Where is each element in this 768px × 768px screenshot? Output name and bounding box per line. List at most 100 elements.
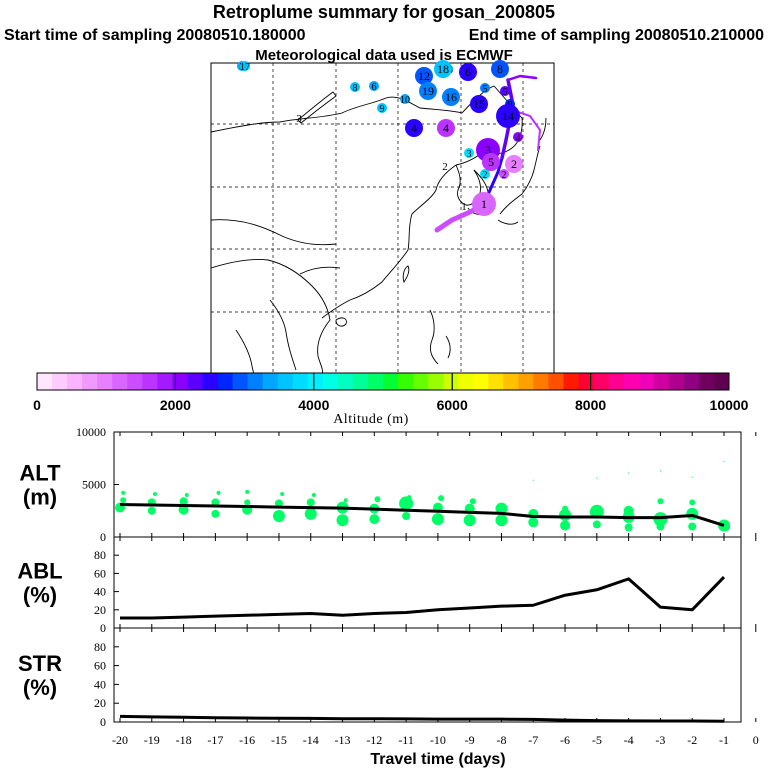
y-tick-label: 0 xyxy=(100,715,106,729)
y-axis-label: (%) xyxy=(23,675,57,700)
plume-markers: 1222334445556678899101213141516171819 xyxy=(237,60,523,216)
altitude-point xyxy=(495,514,508,527)
colorbar-title: Altitude (m) xyxy=(333,412,409,427)
colorbar-swatch xyxy=(37,373,53,390)
x-tick-label: -2 xyxy=(687,733,697,747)
colorbar-swatch xyxy=(638,373,655,390)
plume-marker-label: 5 xyxy=(503,87,508,98)
colorbar-swatch xyxy=(473,373,489,390)
colorbar-swatch xyxy=(713,373,730,390)
contour-label: 3 xyxy=(296,113,302,125)
colorbar-swatch xyxy=(518,373,534,390)
x-tick-label: -15 xyxy=(271,733,287,747)
plume-marker-label: 5 xyxy=(483,84,488,95)
altitude-point xyxy=(688,522,697,531)
altitude-point xyxy=(211,509,220,518)
altitude-point xyxy=(407,495,412,500)
colorbar-swatch xyxy=(217,373,234,390)
altitude-point xyxy=(723,460,725,462)
colorbar-swatch xyxy=(398,373,414,390)
altitude-point xyxy=(469,498,476,505)
altitude-point xyxy=(659,470,662,472)
plume-marker xyxy=(480,83,490,93)
panel-frame xyxy=(113,536,742,629)
plume-marker xyxy=(505,155,523,173)
x-tick-label: -3 xyxy=(655,733,665,747)
x-tick-label: -8 xyxy=(496,733,506,747)
y-tick-label: 60 xyxy=(94,659,106,673)
altitude-point xyxy=(184,493,189,497)
x-tick-label: -1 xyxy=(719,733,729,747)
altitude-point xyxy=(152,491,157,496)
colorbar-swatch xyxy=(67,373,83,390)
altitude-point xyxy=(438,495,445,502)
abl-line xyxy=(120,575,726,620)
colorbar-swatch xyxy=(307,373,324,390)
altitude-point xyxy=(244,499,251,506)
colorbar-swatch xyxy=(172,373,188,390)
colorbar-tick-label: 2000 xyxy=(160,397,191,413)
x-tick-label: -10 xyxy=(430,733,446,747)
plume-marker-label: 18 xyxy=(437,62,449,76)
y-tick-label: 80 xyxy=(94,548,106,562)
colorbar-swatch xyxy=(608,373,625,390)
plume-marker-label: 10 xyxy=(400,95,410,106)
colorbar-swatch xyxy=(623,373,640,390)
altitude-point xyxy=(689,499,696,506)
colorbar-swatch xyxy=(127,373,143,390)
plume-marker-label: 6 xyxy=(465,65,471,79)
altitude-point xyxy=(274,499,283,508)
y-tick-label: 20 xyxy=(94,603,106,617)
colorbar-swatch xyxy=(202,373,219,390)
colorbar-swatch xyxy=(548,373,565,390)
x-tick-label: -18 xyxy=(176,733,192,747)
colorbar-swatch xyxy=(277,373,294,390)
altitude-point xyxy=(399,496,414,511)
x-tick-label: -19 xyxy=(144,733,160,747)
altitude-point xyxy=(121,490,126,495)
colorbar-frame xyxy=(36,372,730,391)
altitude-point xyxy=(304,507,317,520)
plume-marker xyxy=(472,192,496,216)
plume-marker-label: 3 xyxy=(485,143,491,157)
colorbar-swatch xyxy=(563,373,580,390)
y-tick-label: 0 xyxy=(100,530,106,544)
altitude-point xyxy=(374,496,381,503)
plume-marker-label: 16 xyxy=(445,90,457,104)
colorbar-swatch xyxy=(503,373,519,390)
altitude-point xyxy=(691,476,693,478)
colorbar-swatch xyxy=(112,373,128,390)
altitude-point xyxy=(623,505,634,516)
colorbar-swatch xyxy=(683,373,700,390)
plume-marker xyxy=(377,103,387,113)
plume-marker xyxy=(400,94,410,104)
altitude-point xyxy=(528,517,539,528)
plume-marker xyxy=(350,82,360,92)
x-tick-label: -11 xyxy=(398,733,414,747)
plume-marker xyxy=(482,153,500,171)
plume-marker xyxy=(464,148,474,158)
colorbar-swatch xyxy=(367,373,384,390)
plume-marker xyxy=(419,82,437,100)
colorbar-swatch xyxy=(698,373,715,390)
plume-marker-label: 1 xyxy=(481,197,487,211)
x-axis-label: Travel time (days) xyxy=(370,751,505,768)
colorbar-swatch xyxy=(337,373,354,390)
plume-map: 3 2 1 1222334445556678899101213141516171… xyxy=(210,60,555,376)
altitude-point xyxy=(280,491,285,496)
altitude-point xyxy=(306,498,315,507)
panel-frame xyxy=(113,627,742,723)
panel-frame xyxy=(113,431,742,538)
figure-title: Retroplume summary for gosan_200805 xyxy=(213,2,555,22)
colorbar-swatch xyxy=(82,373,98,390)
colorbar-swatch xyxy=(352,373,369,390)
plume-marker-label: 5 xyxy=(488,155,494,169)
y-axis-label: ABL xyxy=(17,559,62,584)
colorbar-tick-label: 4000 xyxy=(298,397,329,413)
plume-marker-label: 2 xyxy=(502,170,507,181)
plume-marker xyxy=(499,169,509,179)
altitude-point xyxy=(596,477,598,479)
abl-panel: 0 20 40 60 80 ABL(%) xyxy=(17,536,757,635)
altitude-point xyxy=(628,472,630,474)
plume-marker xyxy=(470,95,488,113)
